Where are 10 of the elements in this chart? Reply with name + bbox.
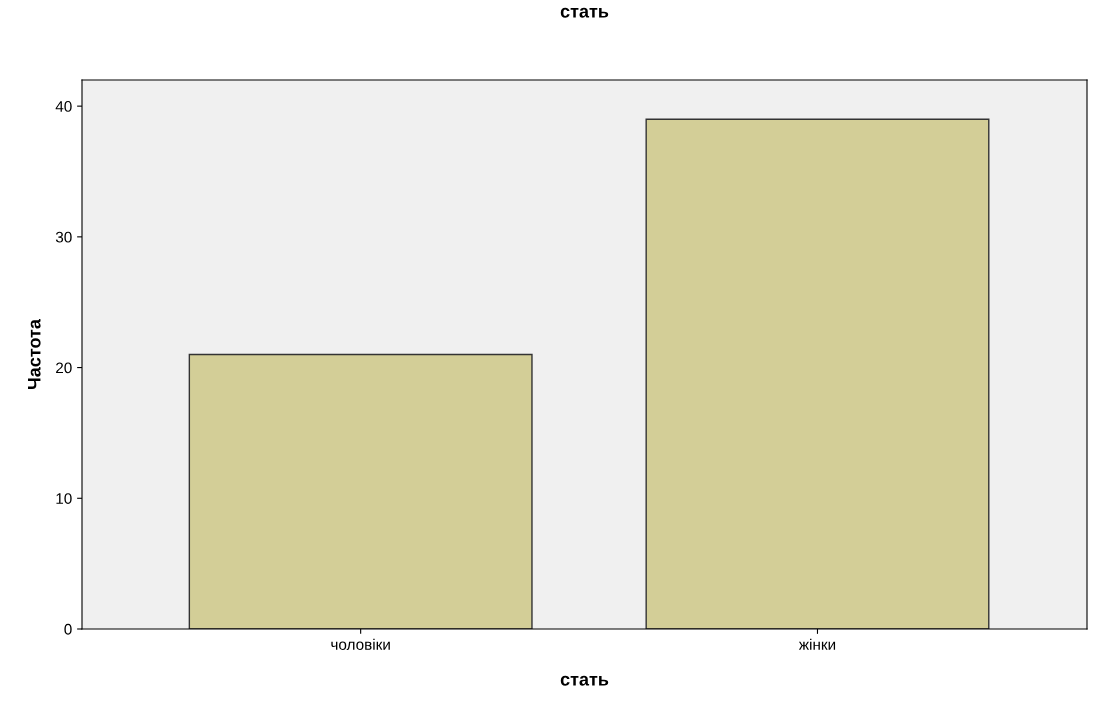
y-tick-label: 20 xyxy=(56,362,72,374)
x-tick-label: жінки xyxy=(798,638,836,650)
x-tick-label: чоловіки xyxy=(331,638,390,650)
y-tick-label: 0 xyxy=(64,623,72,635)
chart-title: стать xyxy=(560,7,609,18)
y-axis-title: Частота xyxy=(28,318,41,389)
y-tick-label: 10 xyxy=(56,493,72,504)
y-tick-label: 40 xyxy=(55,101,72,112)
x-axis-title: стать xyxy=(560,675,609,686)
y-tick-label: 30 xyxy=(55,231,72,243)
